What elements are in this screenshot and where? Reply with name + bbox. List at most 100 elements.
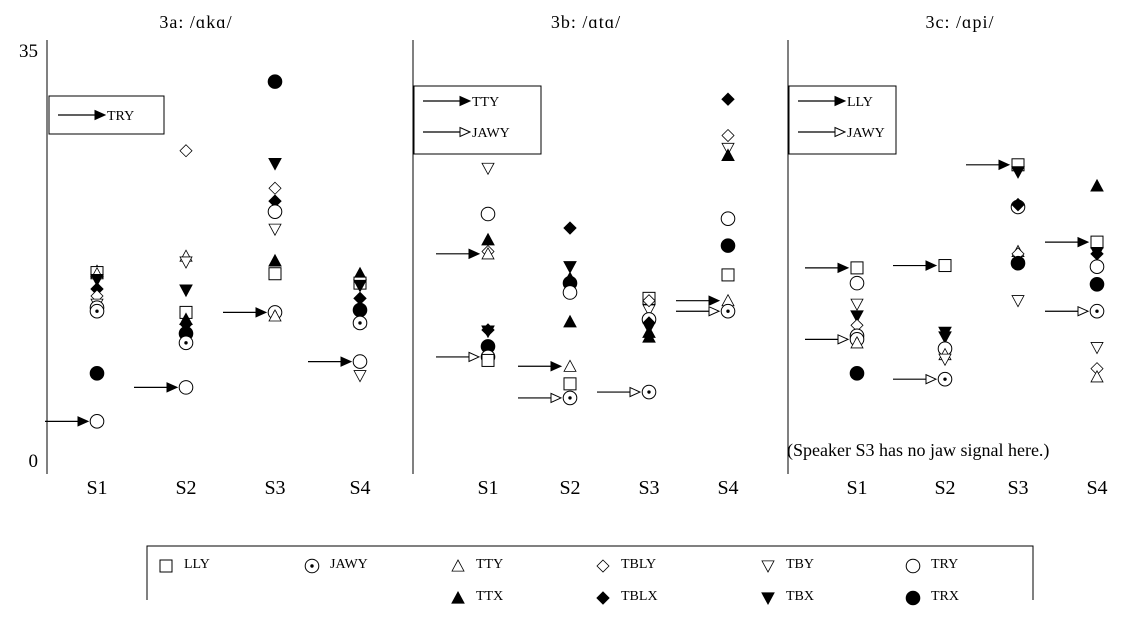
arrow-legend-lly (798, 95, 847, 107)
point-s1-tby (481, 162, 495, 176)
point-s3-jawy-arrow (597, 386, 642, 398)
point-s2-tty (563, 359, 577, 372)
x-tick-label: S1 (477, 477, 498, 499)
panel-title: 3b: /ɑtɑ/ (551, 12, 621, 32)
point-s2-tbx (179, 284, 193, 298)
point-s2-jawy-arrow (518, 392, 563, 404)
y-axis: 35 0 (19, 40, 48, 474)
point-s3-trx (1010, 255, 1026, 271)
legend-label: JAWY (330, 557, 368, 572)
point-s1-try (89, 414, 105, 429)
arrow-legend-jawy (798, 126, 847, 138)
point-s4-jawy (352, 315, 368, 331)
panel-2: 3b: /ɑtɑ/S1 S2 S3 S4 TTY JAWY (413, 12, 739, 499)
panel-3: 3c: /ɑpi/S1 S2 S3 S4 LLY JAWY (Speaker S3 has … (787, 12, 1108, 499)
point-s4-tty-arrow (676, 295, 721, 306)
point-s4-jawy (1089, 303, 1105, 319)
arrow-legend-jawy (423, 126, 472, 138)
point-s4-lly (721, 268, 735, 282)
legend-label: LLY (184, 557, 210, 572)
point-s4-tblx (353, 291, 367, 306)
point-s4-jawy-arrow (676, 305, 721, 317)
point-s2-jawy (937, 371, 953, 387)
point-s1-jawy-arrow (805, 334, 850, 345)
point-s4-tblx (721, 92, 735, 106)
point-s2-ttx (563, 314, 577, 328)
point-s1-trx (89, 366, 105, 381)
point-s1-lly (850, 261, 864, 275)
x-tick-label: S1 (86, 477, 107, 499)
point-s1-lly (481, 353, 495, 367)
point-s3-jawy-arrow (223, 307, 268, 318)
point-s2-try (178, 380, 194, 395)
point-s1-lly-arrow (805, 262, 850, 274)
point-s4-tbx (353, 279, 367, 293)
point-s4-ttx (1090, 178, 1104, 192)
legend-marker-tby (761, 560, 775, 573)
point-s4-trx (1089, 276, 1105, 292)
point-s2-tbx (938, 331, 952, 345)
point-s2-tty-arrow (518, 361, 563, 372)
x-tick-label: S4 (717, 477, 738, 499)
legend-label: TTX (476, 589, 503, 604)
legend-label: TBLX (621, 589, 658, 604)
x-tick-label: S2 (559, 477, 580, 499)
arrow-legend-label: TRY (107, 109, 134, 124)
point-s3-lly-arrow (966, 159, 1011, 171)
point-s1-tty (481, 246, 495, 260)
point-s3-ttx (642, 329, 656, 343)
point-s3-try (267, 204, 283, 219)
point-s3-tty (268, 309, 282, 322)
point-s3-tbly (642, 294, 656, 308)
x-tick-label: S3 (264, 477, 285, 499)
point-s1-jawy (89, 303, 105, 319)
panel-title: 3a: /ɑkɑ/ (159, 12, 232, 32)
arrow-legend-label: JAWY (847, 126, 885, 141)
point-s2-try-arrow (134, 382, 179, 393)
point-s4-try-arrow (308, 356, 353, 367)
legend-marker-tty (451, 559, 465, 572)
point-s1-jawy-arrow (436, 351, 481, 363)
point-s2-lly (563, 377, 577, 391)
legend-label: TBLY (621, 557, 656, 572)
point-s2-jawy-arrow (893, 373, 938, 385)
point-s3-tbx (268, 158, 282, 171)
legend-label: TBX (786, 589, 814, 604)
point-s2-lly-arrow (893, 260, 938, 271)
point-s4-trx (720, 238, 736, 253)
point-s3-jawy (641, 384, 657, 400)
point-s1-ttx (481, 232, 495, 246)
point-s2-lly (938, 259, 952, 273)
point-s4-jawy (720, 303, 736, 319)
point-s3-ttx (268, 253, 282, 267)
arrow-legend-tty (423, 95, 472, 107)
legend: LLY JAWY TTY TBLY TBY TRY TTX TBLX TBX TRX (146, 545, 1034, 606)
x-tick-label: S1 (846, 477, 867, 499)
point-s1-tblx (481, 323, 495, 337)
point-s1-tbx (850, 310, 864, 323)
legend-marker-tbx (761, 592, 775, 606)
point-s4-try (1089, 259, 1105, 275)
legend-marker-try (905, 558, 921, 574)
x-tick-label: S4 (1086, 477, 1107, 499)
point-s3-tbly (268, 181, 282, 195)
x-tick-label: S2 (934, 477, 955, 499)
legend-marker-jawy (304, 558, 320, 574)
legend-marker-ttx (451, 590, 465, 604)
arrow-legend-try (58, 109, 107, 121)
legend-marker-tblx (596, 591, 610, 605)
point-s4-tby (1090, 342, 1104, 355)
legend-label: TRX (931, 589, 959, 604)
legend-label: TRY (931, 557, 958, 572)
x-tick-label: S3 (638, 477, 659, 499)
arrow-legend-box: TTY JAWY (413, 85, 542, 155)
legend-label: TBY (786, 557, 814, 572)
y-tick-label: 35 (19, 41, 38, 62)
arrow-legend-label: TTY (472, 95, 499, 110)
arrow-legend-box: TRY (48, 95, 165, 135)
point-s4-tby (353, 370, 367, 383)
point-s1-try-arrow (45, 416, 90, 427)
point-s1-trx (849, 366, 865, 381)
point-s2-try (562, 285, 578, 300)
x-tick-label: S4 (349, 477, 370, 499)
